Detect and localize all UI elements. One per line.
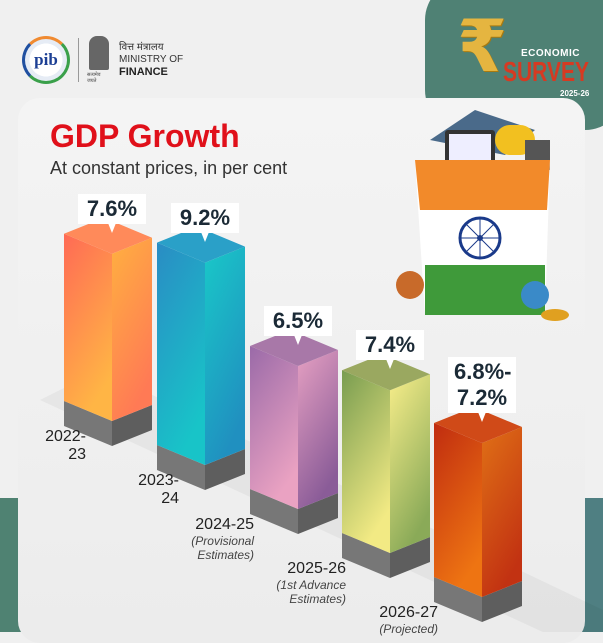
value-label-line: 6.8%- [454, 359, 512, 384]
category-note: (Provisional [191, 534, 254, 548]
category-label: 2022- 23 [0, 428, 86, 464]
bar-2026-27-left-face [434, 423, 482, 597]
category-label: 2026-27 (Projected) [338, 604, 438, 636]
category-text: 23 [68, 446, 86, 463]
value-label: 9.2% [171, 202, 239, 242]
chart-title: GDP Growth [50, 118, 240, 154]
chart-subtitle: At constant prices, in per cent [50, 158, 288, 178]
bar-base-left [434, 577, 482, 622]
category-text: 2024-25 [195, 516, 254, 533]
value-label-line: 7.6% [86, 195, 138, 221]
ministry-name: वित्त मंत्रालय MINISTRY OF FINANCE [119, 42, 183, 79]
bar-2026-27-top [434, 407, 522, 443]
bar-2023-24-right-face [205, 246, 245, 465]
divider [78, 38, 79, 82]
bar-2024-25-left-face [250, 346, 298, 509]
category-note: (1st Advance [276, 578, 346, 592]
bar-2025-26-top [342, 354, 430, 391]
national-emblem-icon: सत्यमेव जयते [87, 36, 111, 84]
ministry-line2: FINANCE [119, 65, 168, 78]
category-label: 2024-25 (Provisional Estimates) [154, 516, 254, 562]
header-logos: pib सत्यमेव जयते वित्त मंत्रालय MINISTRY… [22, 36, 183, 84]
bar-2022-23-left-face [64, 233, 112, 421]
value-label: 6.5% [264, 306, 332, 345]
category-label: 2025-26 (1st Advance Estimates) [246, 560, 346, 606]
bar-2024-25-top [250, 330, 338, 366]
bar-2022-23-right-face [112, 237, 152, 421]
bar-2023-24-left-face [157, 242, 205, 465]
category-text: 2022- [45, 428, 86, 445]
pib-logo: pib [22, 36, 70, 84]
bar-2025-26-left-face [342, 370, 390, 553]
survey-line1: ECONOMIC [521, 48, 580, 59]
value-label-line: 9.2% [179, 204, 231, 230]
value-label: 7.4% [356, 330, 424, 370]
bar-2024-25-right-face [298, 350, 338, 509]
shopping-bag-illustration [396, 110, 569, 321]
bar-base-right [390, 537, 430, 578]
value-label-line: 6.5% [272, 308, 324, 333]
value-label: 7.6% [78, 193, 146, 233]
bar-base-left [342, 533, 390, 578]
category-text: 2026-27 [379, 604, 438, 621]
category-label: 2023- 24 [79, 472, 179, 508]
bar-base-right [482, 581, 522, 622]
category-note: Estimates) [197, 548, 254, 562]
value-label: 6.8%- 7.2% [448, 357, 516, 422]
bar-2023-24-top [157, 226, 245, 263]
bar-base-right [298, 493, 338, 534]
category-text: 24 [161, 490, 179, 507]
bar-2025-26-right-face [390, 374, 430, 553]
survey-line2: SURVEY [503, 56, 589, 87]
economic-survey-logo: ₹ ECONOMIC SURVEY 2025-26 [455, 4, 595, 102]
survey-year: 2025-26 [560, 89, 590, 98]
ministry-line1: MINISTRY OF [119, 53, 184, 65]
category-note: (Projected) [379, 622, 438, 636]
value-label-line: 7.4% [364, 332, 416, 358]
category-note: Estimates) [289, 592, 346, 606]
bar-base-right [205, 449, 245, 490]
category-text: 2025-26 [287, 560, 346, 577]
bar-2022-23-top [64, 217, 152, 254]
bar-base-left [250, 489, 298, 534]
value-label-line: 7.2% [456, 385, 508, 410]
bar-base-right [112, 405, 152, 446]
bar-base-left [157, 445, 205, 490]
rupee-icon: ₹ [457, 4, 508, 88]
bar-2026-27-right-face [482, 427, 522, 597]
ministry-hindi: वित्त मंत्रालय [119, 41, 164, 53]
category-text: 2023- [138, 472, 179, 489]
bar-base-left [64, 401, 112, 446]
emblem-motto: सत्यमेव जयते [87, 72, 101, 84]
